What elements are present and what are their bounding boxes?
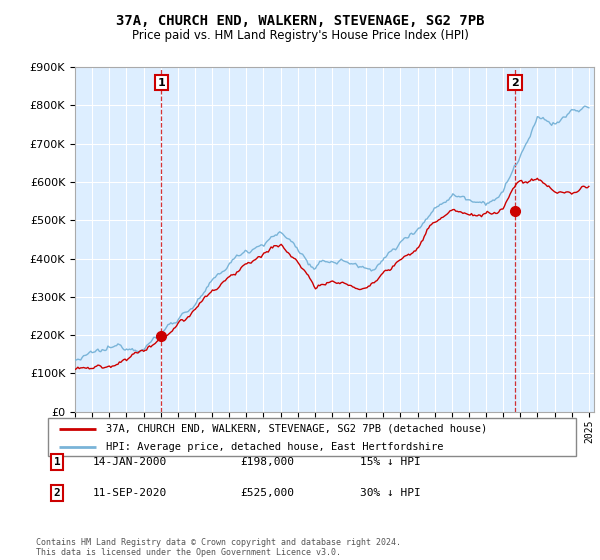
Text: 2: 2: [511, 77, 519, 87]
Text: 2: 2: [53, 488, 61, 498]
Text: HPI: Average price, detached house, East Hertfordshire: HPI: Average price, detached house, East…: [106, 442, 443, 452]
Text: £525,000: £525,000: [240, 488, 294, 498]
Text: Contains HM Land Registry data © Crown copyright and database right 2024.
This d: Contains HM Land Registry data © Crown c…: [36, 538, 401, 557]
Text: 14-JAN-2000: 14-JAN-2000: [93, 457, 167, 467]
Text: £198,000: £198,000: [240, 457, 294, 467]
Text: 1: 1: [157, 77, 165, 87]
Text: 1: 1: [53, 457, 61, 467]
Text: 30% ↓ HPI: 30% ↓ HPI: [360, 488, 421, 498]
Text: 15% ↓ HPI: 15% ↓ HPI: [360, 457, 421, 467]
Text: 11-SEP-2020: 11-SEP-2020: [93, 488, 167, 498]
Text: 37A, CHURCH END, WALKERN, STEVENAGE, SG2 7PB (detached house): 37A, CHURCH END, WALKERN, STEVENAGE, SG2…: [106, 424, 487, 434]
Text: Price paid vs. HM Land Registry's House Price Index (HPI): Price paid vs. HM Land Registry's House …: [131, 29, 469, 42]
Text: 37A, CHURCH END, WALKERN, STEVENAGE, SG2 7PB: 37A, CHURCH END, WALKERN, STEVENAGE, SG2…: [116, 14, 484, 28]
FancyBboxPatch shape: [48, 418, 576, 456]
